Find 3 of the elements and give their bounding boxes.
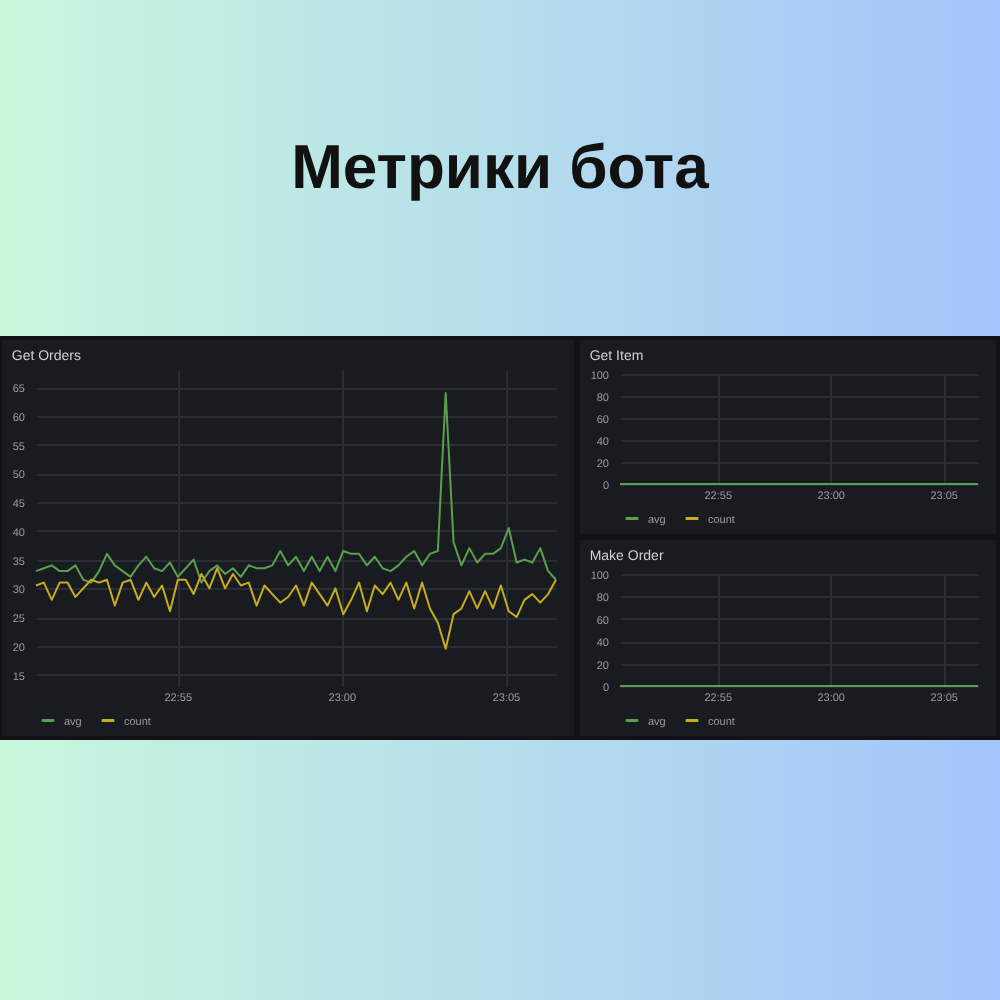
text: Метрики бота xyxy=(289,132,711,204)
line-series xyxy=(35,567,557,650)
line-series xyxy=(35,391,557,584)
